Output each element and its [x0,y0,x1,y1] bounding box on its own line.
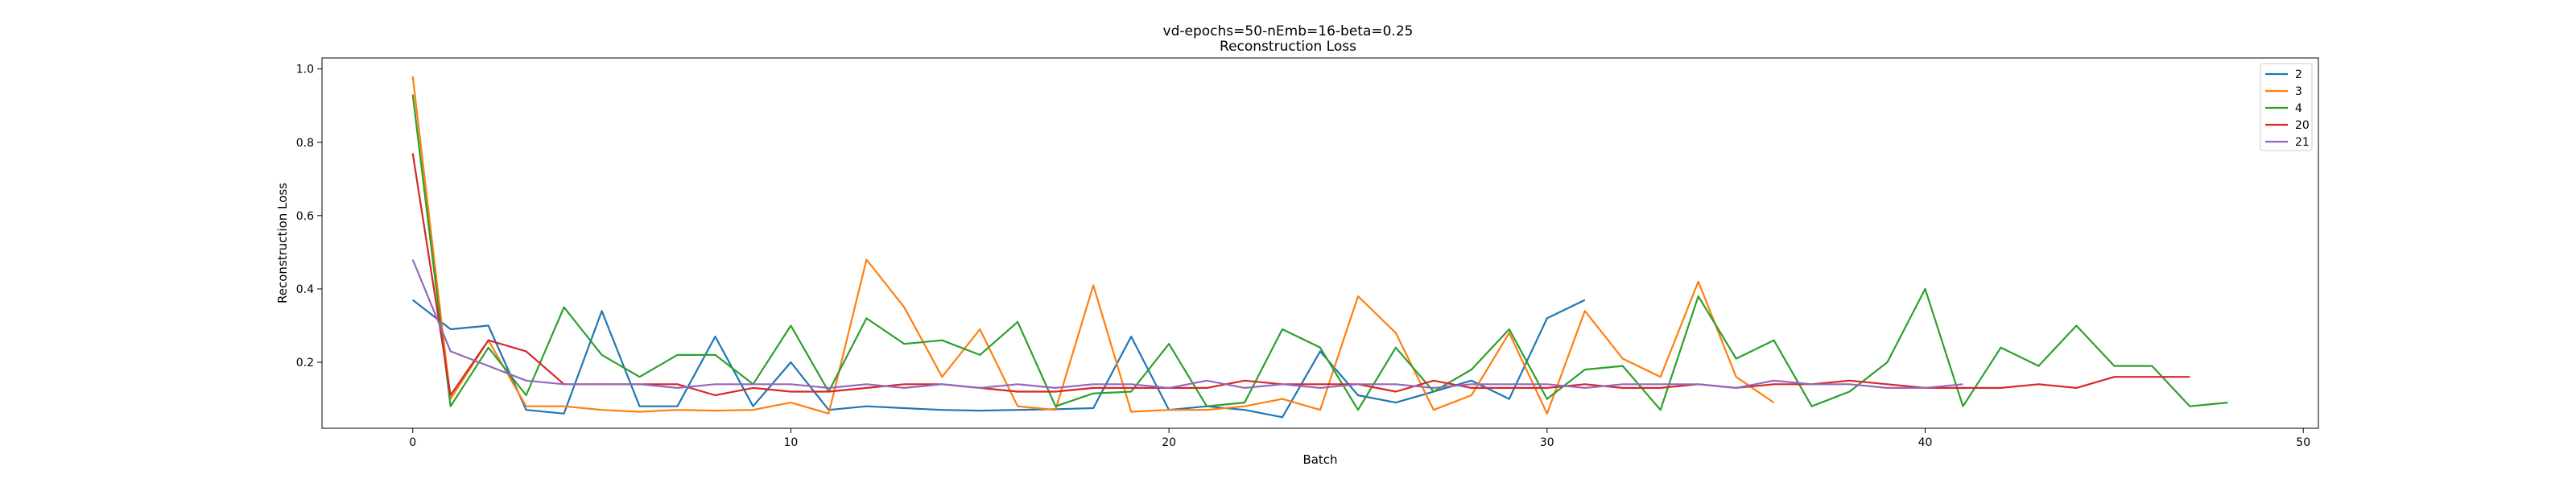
x-tick-label: 20 [1162,436,1176,449]
x-tick-label: 50 [2296,436,2310,449]
x-tick-label: 0 [409,436,416,449]
series-layer [411,76,2228,419]
series-line-21 [411,259,1963,389]
series-line-3 [411,76,1775,415]
y-axis-ticks: 0.2 0.4 0.6 0.8 1.0 [296,64,322,369]
x-tick-label: 10 [784,436,799,449]
y-axis-label: Reconstruction Loss [275,183,290,303]
x-axis-ticks: 0 10 20 30 40 50 [409,428,2310,449]
series-line-20 [411,153,2190,397]
legend-label-21: 21 [2295,136,2310,149]
plot-area [321,57,2319,429]
x-axis-label: Batch [1302,452,1337,467]
series-line-2 [412,299,1586,419]
legend-label-4: 4 [2295,102,2302,115]
y-tick-label: 0.6 [296,210,314,223]
series-line-4 [411,94,2228,411]
chart-subtitle: Reconstruction Loss [1220,39,1356,55]
y-tick-label: 1.0 [296,64,314,76]
legend-label-2: 2 [2295,68,2302,81]
chart-title: vd-epochs=50-nEmb=16-beta=0.25 [1163,23,1414,39]
x-tick-label: 40 [1918,436,1933,449]
y-tick-label: 0.4 [296,283,314,296]
legend-label-3: 3 [2295,85,2302,98]
legend-label-20: 20 [2295,119,2310,132]
y-tick-label: 0.8 [296,137,314,150]
legend: 2 3 4 20 21 [2260,63,2313,151]
y-tick-label: 0.2 [296,357,314,369]
x-tick-label: 30 [1540,436,1554,449]
